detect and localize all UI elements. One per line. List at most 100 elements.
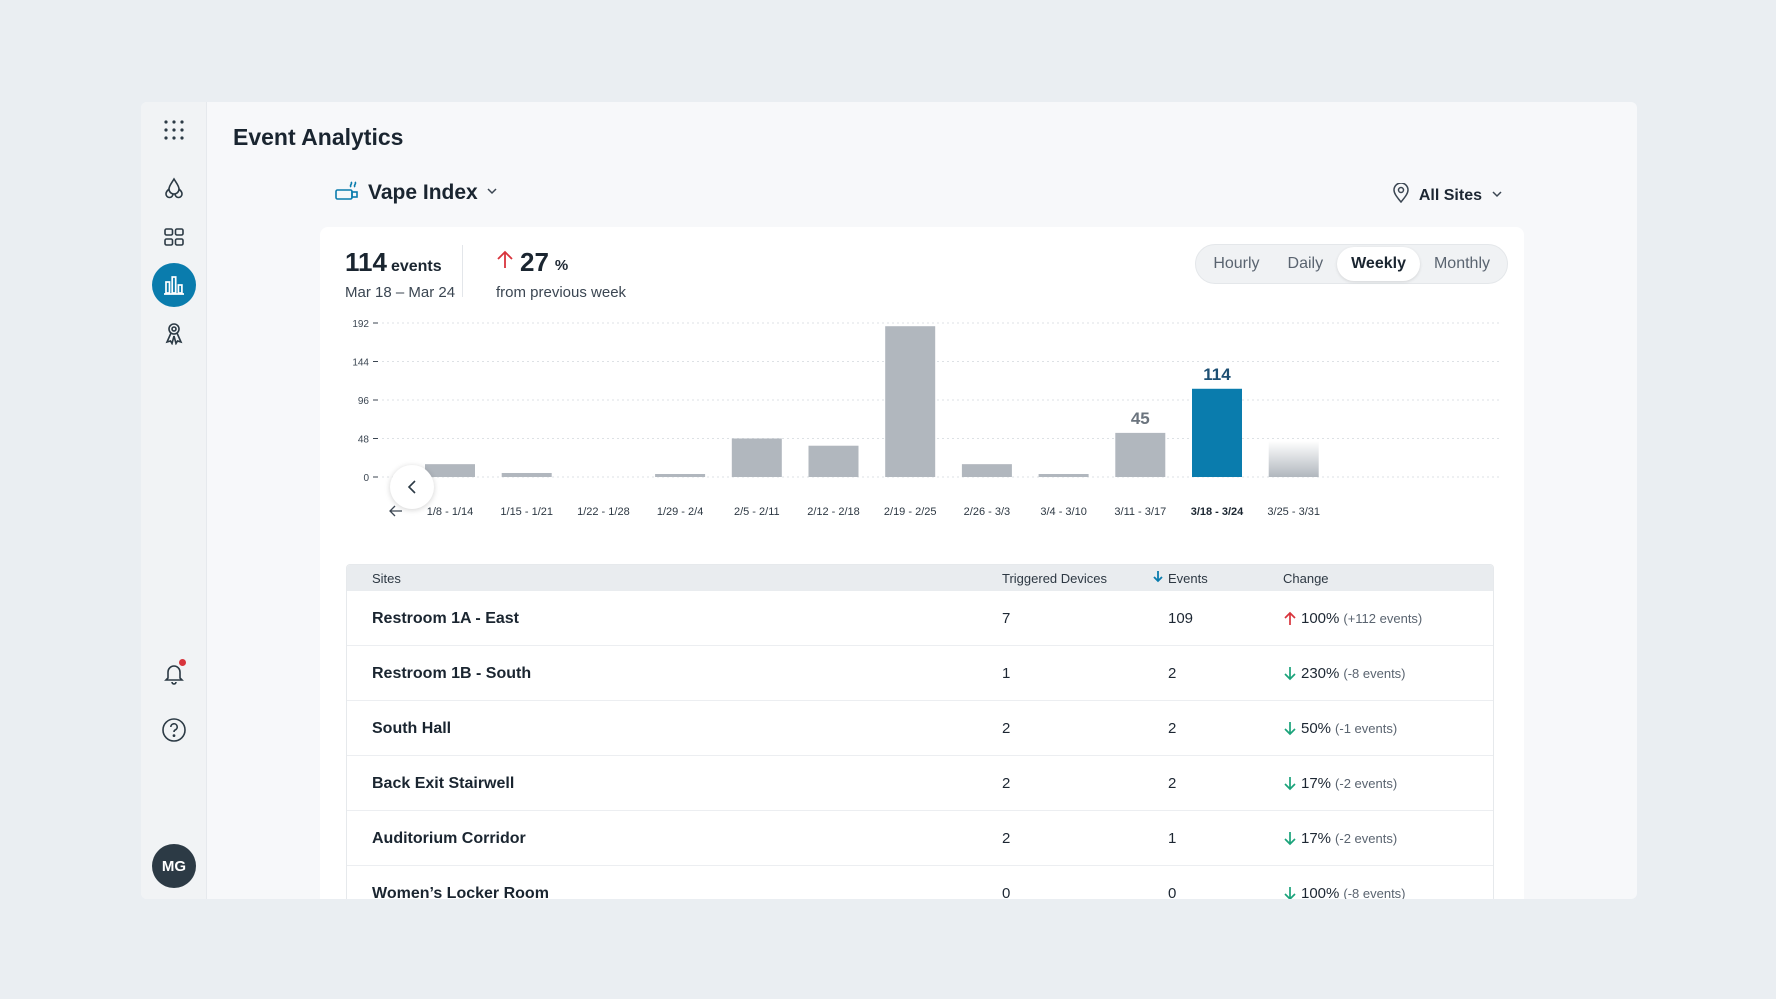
chart-prev-button[interactable] — [390, 465, 434, 509]
triggered-devices: 1 — [1002, 665, 1011, 682]
change-percent: 230% — [1301, 665, 1340, 682]
y-tick-label: 48 — [358, 435, 370, 446]
x-tick-label: 3/18 - 3/24 — [1191, 506, 1244, 518]
chart-bar — [1115, 432, 1166, 477]
change-cell: 17% (-2 events) — [1283, 830, 1397, 847]
x-tick-label: 3/25 - 3/31 — [1267, 506, 1320, 518]
apps-grid-icon[interactable] — [152, 108, 196, 152]
arrow-up-icon — [1284, 611, 1296, 625]
analytics-card: 114 events Mar 18 – Mar 24 27 % from prev… — [320, 227, 1524, 899]
x-tick-label: 2/12 - 2/18 — [807, 506, 860, 518]
table-row[interactable]: Back Exit Stairwell 2 2 17% (-2 events) — [347, 756, 1493, 811]
events-bar-chart: 0 48 96 144 192 1/8 - 1/14 1/15 - 1/21 1/22 - 1… — [352, 319, 1500, 518]
x-tick-label: 3/11 - 3/17 — [1114, 506, 1166, 518]
arrow-down-icon — [1284, 667, 1296, 681]
change-detail: (-1 events) — [1335, 721, 1398, 736]
events-count: 2 — [1168, 665, 1177, 682]
location-pin-icon — [1392, 182, 1410, 208]
events-count: 2 — [1168, 720, 1177, 737]
site-name: Back Exit Stairwell — [372, 775, 515, 792]
dashboard-grid-icon[interactable] — [152, 215, 196, 259]
badge-person-icon[interactable] — [152, 311, 196, 355]
change-cell: 230% (-8 events) — [1283, 665, 1406, 682]
chart-bar — [731, 438, 782, 477]
arrow-down-icon — [1284, 777, 1296, 791]
header-events[interactable]: Events — [1168, 570, 1208, 586]
metric-selector[interactable]: Vape Index — [334, 177, 498, 208]
x-tick-label: 2/26 - 3/3 — [964, 506, 1010, 518]
change-detail: (-8 events) — [1343, 666, 1406, 681]
change-percent: 17% — [1301, 830, 1332, 847]
date-range: Mar 18 – Mar 24 — [345, 284, 456, 301]
event-summary: 114 events Mar 18 – Mar 24 — [345, 247, 455, 301]
table-header: Sites Triggered Devices Events Change — [347, 565, 1493, 591]
arrow-down-icon — [1284, 722, 1296, 736]
x-tick-label: 3/4 - 3/10 — [1040, 506, 1086, 518]
change-detail: (+112 events) — [1343, 611, 1423, 626]
granularity-hourly[interactable]: Hourly — [1213, 255, 1260, 272]
table-body: Restroom 1A - East 7 109 100% (+112 events) R… — [347, 591, 1493, 899]
events-count: 109 — [1168, 610, 1194, 627]
site-name: South Hall — [372, 720, 452, 737]
chart-bar — [885, 326, 936, 477]
change-percent: 100% — [1301, 885, 1340, 899]
x-tick-label: 1/15 - 1/21 — [500, 506, 553, 518]
y-tick-label: 144 — [352, 358, 369, 369]
chart-bar — [961, 464, 1012, 477]
change-detail: (-8 events) — [1343, 886, 1406, 899]
y-tick-label: 0 — [363, 473, 369, 484]
arrow-left-icon — [389, 505, 402, 517]
change-cell: 17% (-2 events) — [1283, 775, 1397, 792]
change-cell: 50% (-1 events) — [1283, 720, 1397, 737]
table-row[interactable]: South Hall 2 2 50% (-1 events) — [347, 701, 1493, 756]
table-row[interactable]: Restroom 1A - East 7 109 100% (+112 events) — [347, 591, 1493, 646]
change-cell: 100% (-8 events) — [1283, 885, 1406, 899]
header-devices[interactable]: Triggered Devices — [1002, 570, 1108, 586]
data-label: 114 — [1203, 365, 1231, 384]
site-name: Women’s Locker Room — [372, 885, 549, 899]
header-change[interactable]: Change — [1283, 570, 1329, 586]
granularity-daily[interactable]: Daily — [1287, 255, 1324, 272]
chart-bar — [655, 474, 706, 477]
change-value: 27 — [520, 247, 549, 277]
table-row[interactable]: Women’s Locker Room 0 0 100% (-8 events) — [347, 866, 1493, 899]
sites-filter[interactable]: All Sites — [1392, 182, 1503, 208]
y-tick-label: 96 — [358, 396, 370, 407]
change-percent: 100% — [1301, 610, 1340, 627]
x-tick-label: 2/19 - 2/25 — [884, 506, 937, 518]
change-cell: 100% (+112 events) — [1283, 610, 1422, 627]
chevron-down-icon — [486, 184, 498, 202]
triggered-devices: 7 — [1002, 610, 1011, 627]
events-count: 0 — [1168, 885, 1177, 899]
arrow-up-icon — [496, 250, 514, 275]
triggered-devices: 0 — [1002, 885, 1011, 899]
table-row[interactable]: Auditorium Corridor 2 1 17% (-2 events) — [347, 811, 1493, 866]
granularity-weekly[interactable]: Weekly — [1337, 247, 1420, 281]
analytics-chart-icon[interactable] — [152, 263, 196, 307]
page-title: Event Analytics — [233, 124, 404, 150]
change-percent: 17% — [1301, 775, 1332, 792]
arrow-down-icon — [1284, 887, 1296, 899]
x-tick-label: 1/22 - 1/28 — [577, 506, 630, 518]
chart-bar — [1268, 440, 1319, 477]
notification-dot — [179, 659, 186, 666]
chart-bar — [1038, 474, 1089, 477]
granularity-monthly[interactable]: Monthly — [1433, 255, 1490, 272]
change-detail: (-2 events) — [1335, 776, 1398, 791]
change-percent: 50% — [1301, 720, 1332, 737]
triggered-devices: 2 — [1002, 830, 1011, 847]
user-avatar[interactable]: MG — [152, 844, 196, 888]
site-name: Auditorium Corridor — [372, 830, 526, 847]
table-row[interactable]: Restroom 1B - South 1 2 230% (-8 events) — [347, 646, 1493, 701]
bell-icon[interactable] — [152, 651, 196, 695]
drops-icon[interactable] — [152, 167, 196, 211]
help-icon[interactable] — [152, 708, 196, 752]
sites-table: Sites Triggered Devices Events Change Re… — [346, 564, 1494, 899]
sort-desc-icon[interactable] — [1153, 570, 1163, 586]
event-count: 114 — [345, 247, 387, 277]
summary-divider — [462, 245, 463, 297]
change-detail: (-2 events) — [1335, 831, 1398, 846]
header-sites[interactable]: Sites — [372, 570, 401, 586]
data-label: 45 — [1131, 409, 1150, 428]
change-label: from previous week — [496, 284, 627, 301]
